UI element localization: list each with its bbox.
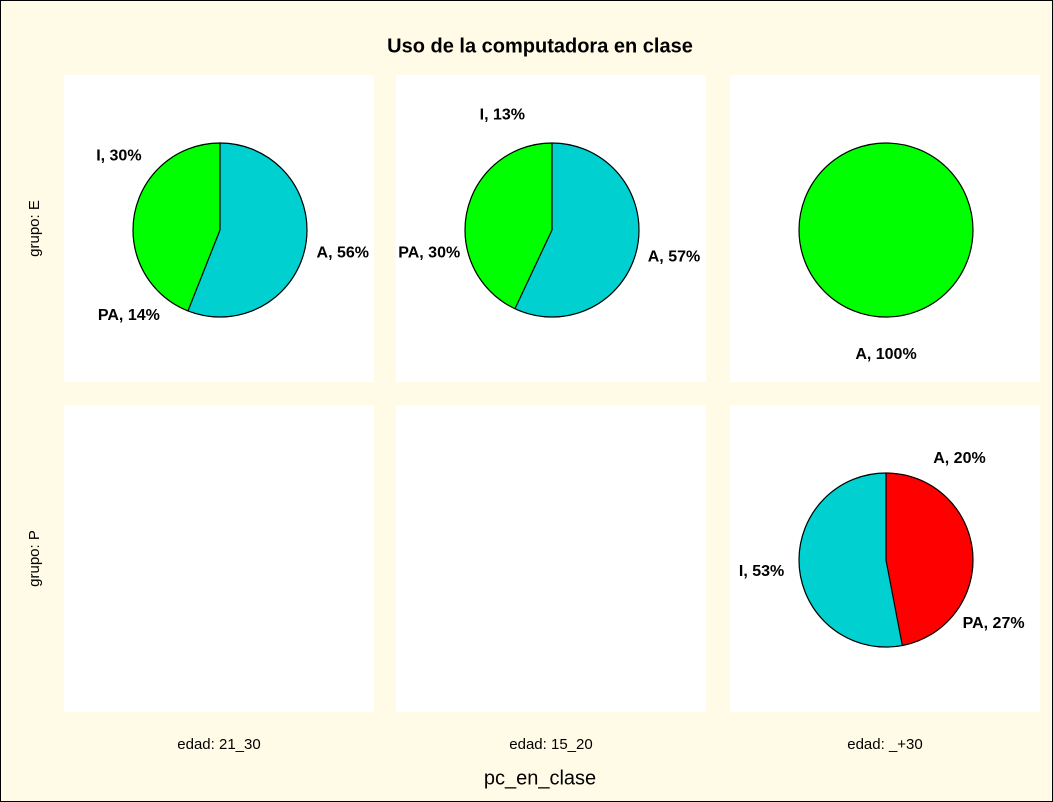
slice-label: A, 57% <box>648 248 700 265</box>
slice-label: PA, 27% <box>963 615 1025 632</box>
slice-label: PA, 30% <box>398 245 460 262</box>
slice-label: A, 56% <box>317 245 369 262</box>
slice-divider <box>187 229 221 312</box>
panel <box>64 405 374 712</box>
slice-divider <box>885 559 903 646</box>
slice-label: I, 53% <box>739 563 784 580</box>
pie-slice <box>799 143 973 317</box>
slice-label: I, 30% <box>96 148 141 165</box>
panel <box>396 405 706 712</box>
slice-label: A, 20% <box>933 450 985 467</box>
chart-title: Uso de la computadora en clase <box>387 35 693 57</box>
column-label: edad: 21_30 <box>177 736 260 753</box>
column-label: edad: _+30 <box>847 736 923 753</box>
row-label: grupo: P <box>26 530 43 587</box>
slice-label: PA, 14% <box>98 307 160 324</box>
slice-label: A, 100% <box>855 346 916 363</box>
slice-divider <box>514 229 553 309</box>
row-label: grupo: E <box>26 200 43 257</box>
pie-outline <box>798 142 974 318</box>
column-label: edad: 15_20 <box>509 736 592 753</box>
slice-label: I, 13% <box>480 106 525 123</box>
x-axis-label: pc_en_clase <box>484 767 596 789</box>
